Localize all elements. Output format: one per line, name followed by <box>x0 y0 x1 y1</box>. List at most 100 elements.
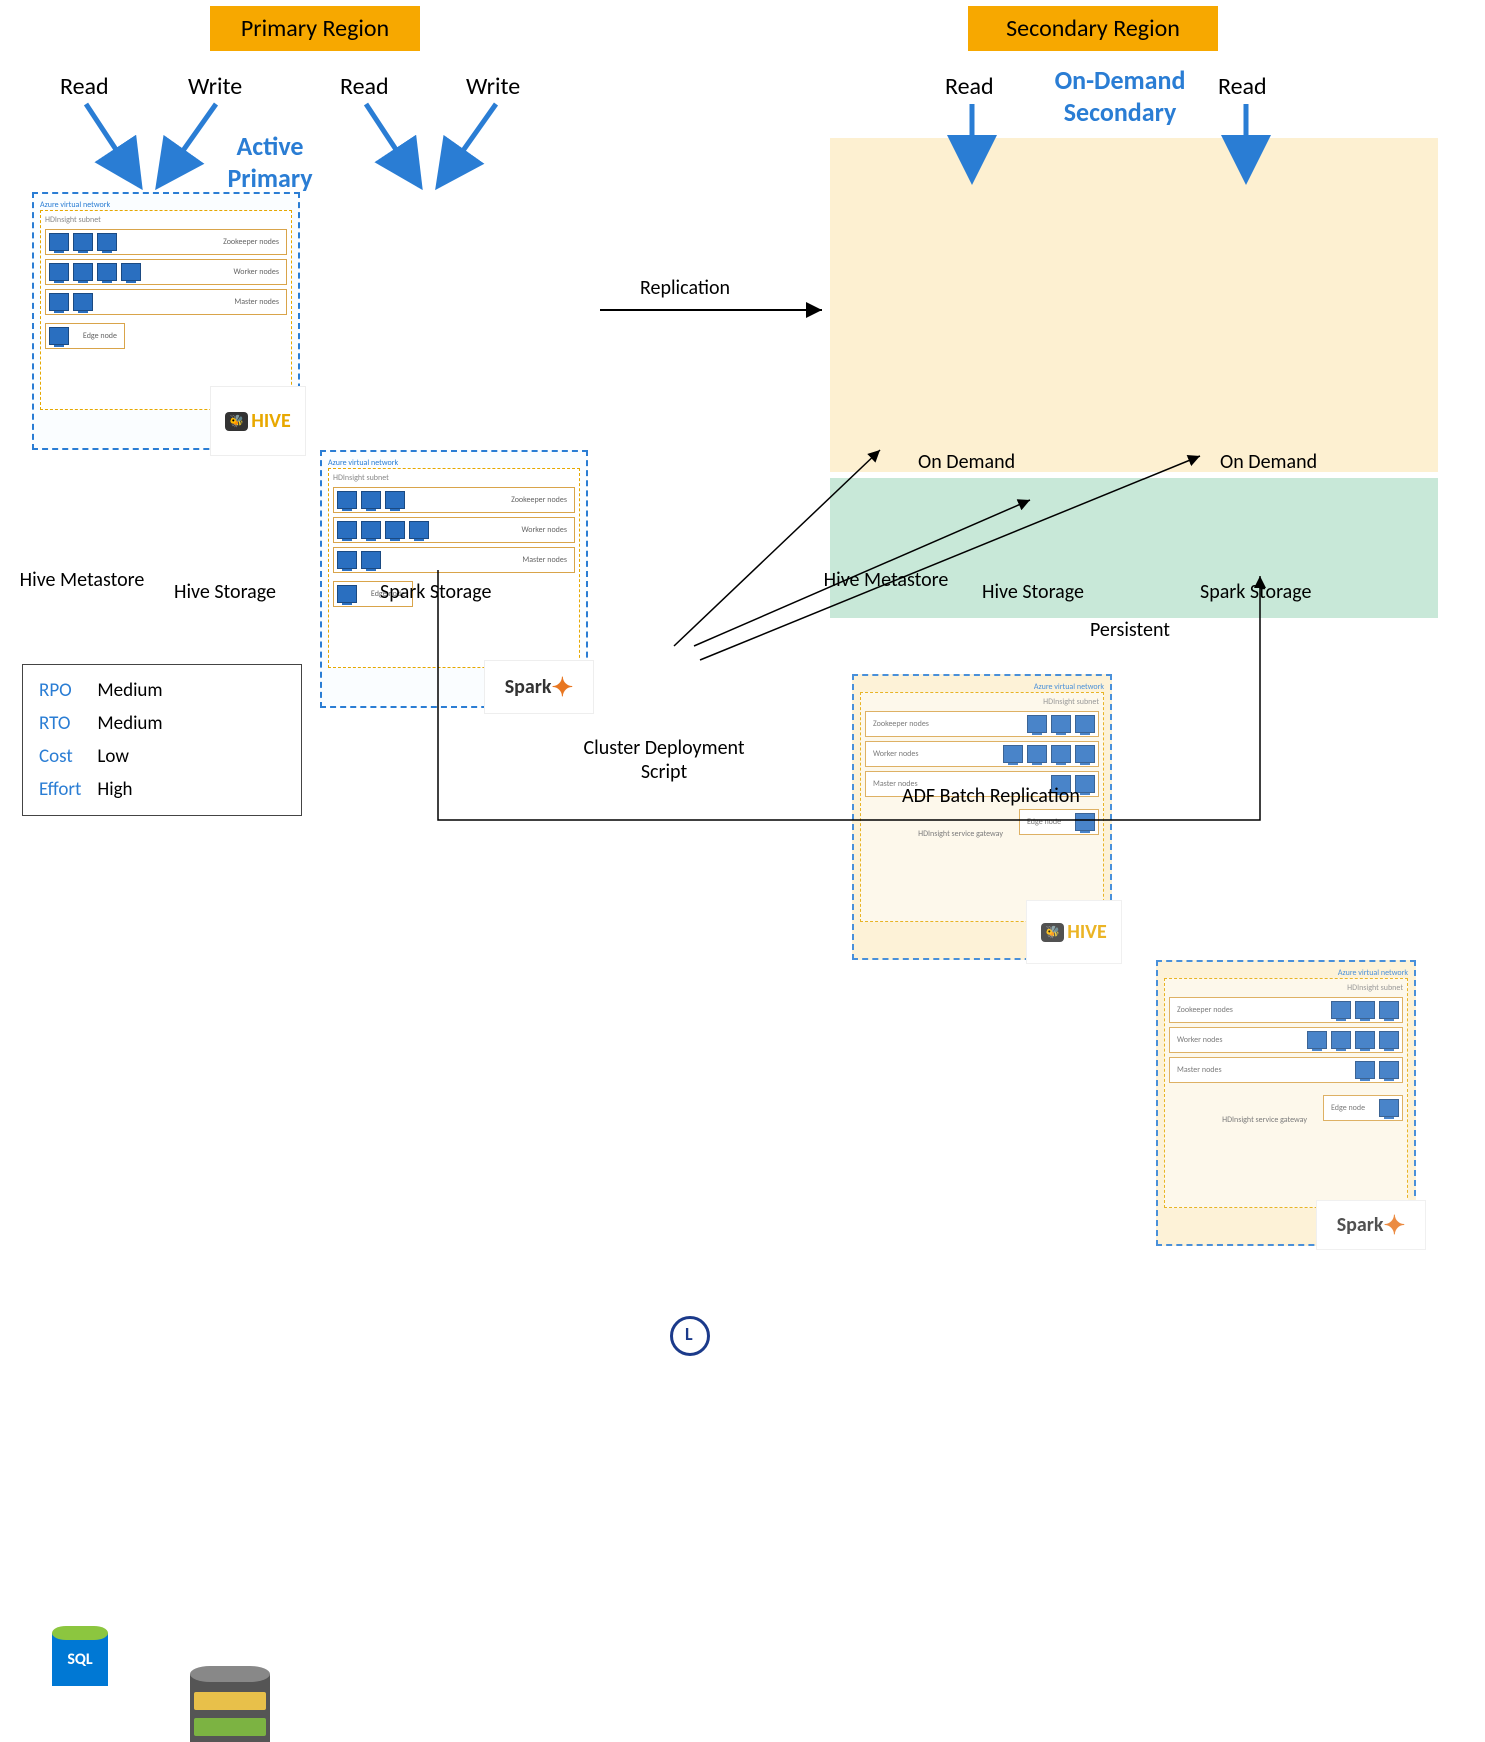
primary-region-header: Primary Region <box>210 6 420 51</box>
zookeeper-row: Zookeeper nodes <box>333 487 575 513</box>
vm-icon <box>1075 745 1095 763</box>
vm-icon <box>1379 1031 1399 1049</box>
vm-icon <box>385 521 405 539</box>
vm-icon <box>1379 1061 1399 1079</box>
read-label-1: Read <box>60 72 109 101</box>
cost-val: Low <box>97 741 176 772</box>
vnet-label: Azure virtual network <box>860 682 1104 692</box>
master-label: Master nodes <box>234 297 283 307</box>
vm-icon <box>337 551 357 569</box>
spark-star-icon: ✦ <box>1383 1209 1405 1241</box>
edge-label: Edge node <box>1027 817 1065 827</box>
active-line1: Active <box>236 130 303 162</box>
vm-icon <box>361 491 381 509</box>
ods-line2: Secondary <box>1064 96 1177 128</box>
secondary-region-header: Secondary Region <box>968 6 1218 51</box>
vm-icon <box>1379 1001 1399 1019</box>
vm-icon <box>1379 1099 1399 1117</box>
spark-star-icon: ✦ <box>551 671 573 703</box>
clock-icon: L <box>670 1316 710 1356</box>
primary-hive-cluster: Azure virtual network HDInsight subnet Z… <box>32 192 300 450</box>
vm-icon <box>361 551 381 569</box>
spark-text: Spark <box>1337 1213 1384 1237</box>
vm-icon <box>1331 1001 1351 1019</box>
hive-logo: 🐝 HIVE <box>210 386 306 456</box>
zookeeper-row: Zookeeper nodes <box>1169 997 1403 1023</box>
master-label: Master nodes <box>522 555 571 565</box>
vnet-label: Azure virtual network <box>40 200 292 210</box>
edge-label: Edge node <box>1331 1103 1369 1113</box>
vm-icon <box>1355 1061 1375 1079</box>
effort-val: High <box>97 774 176 805</box>
metrics-table: RPOMedium RTOMedium CostLow EffortHigh <box>22 664 302 816</box>
gateway-label: HDInsight service gateway <box>918 829 1007 839</box>
vm-icon <box>97 233 117 251</box>
vnet-label: Azure virtual network <box>1164 968 1408 978</box>
worker-label: Worker nodes <box>522 525 571 535</box>
ondemand-label-2: On Demand <box>1220 450 1317 474</box>
vm-icon <box>1355 1031 1375 1049</box>
worker-row: Worker nodes <box>333 517 575 543</box>
hive-metastore-label-1: Hive Metastore <box>12 568 152 592</box>
worker-row: Worker nodes <box>1169 1027 1403 1053</box>
spark-storage-label-2: Spark Storage <box>1200 580 1311 604</box>
vm-icon <box>49 233 69 251</box>
cost-key: Cost <box>39 741 95 772</box>
replication-label: Replication <box>640 276 730 300</box>
read-label-3: Read <box>945 72 994 101</box>
effort-key: Effort <box>39 774 95 805</box>
vm-icon <box>361 521 381 539</box>
script-line2: Script <box>641 760 687 784</box>
zookeeper-label: Zookeeper nodes <box>223 237 283 247</box>
vm-icon <box>385 491 405 509</box>
ondemand-bg <box>830 138 1438 472</box>
vm-icon <box>73 293 93 311</box>
write-label-1: Write <box>188 72 242 101</box>
worker-label: Worker nodes <box>234 267 283 277</box>
worker-row: Worker nodes <box>865 741 1099 767</box>
worker-row: Worker nodes <box>45 259 287 285</box>
vm-icon <box>1003 745 1023 763</box>
vm-icon <box>121 263 141 281</box>
sql-body: SQL <box>52 1633 108 1686</box>
edge-row: Edge node <box>1019 809 1099 835</box>
worker-label: Worker nodes <box>1177 1035 1226 1045</box>
vm-icon <box>1075 715 1095 733</box>
master-label: Master nodes <box>1177 1065 1226 1075</box>
gateway-label: HDInsight service gateway <box>1222 1115 1311 1125</box>
vm-icon <box>73 233 93 251</box>
adf-label: ADF Batch Replication <box>902 784 1080 808</box>
worker-label: Worker nodes <box>873 749 922 759</box>
secondary-spark-cluster: Azure virtual network HDInsight subnet Z… <box>1156 960 1416 1246</box>
vm-icon <box>1075 813 1095 831</box>
zookeeper-label: Zookeeper nodes <box>1177 1005 1237 1015</box>
spark-logo: Spark✦ <box>484 660 594 714</box>
zookeeper-label: Zookeeper nodes <box>511 495 571 505</box>
vm-icon <box>337 521 357 539</box>
subnet-label: HDInsight subnet <box>333 473 575 483</box>
spark-logo: Spark✦ <box>1316 1200 1426 1250</box>
edge-label: Edge node <box>83 331 121 341</box>
active-line2: Primary <box>227 162 312 194</box>
vm-icon <box>49 263 69 281</box>
vm-icon <box>1051 715 1071 733</box>
vm-icon <box>1051 745 1071 763</box>
edge-row: Edge node <box>45 323 125 349</box>
hive-storage-label-1: Hive Storage <box>174 580 276 604</box>
vm-icon <box>49 293 69 311</box>
primary-spark-cluster: Azure virtual network HDInsight subnet Z… <box>320 450 588 708</box>
script-line1: Cluster Deployment <box>583 736 744 760</box>
zookeeper-label: Zookeeper nodes <box>873 719 933 729</box>
subnet-label: HDInsight subnet <box>1169 983 1403 993</box>
hive-logo: 🐝 HIVE <box>1026 900 1122 964</box>
rto-val: Medium <box>97 708 176 739</box>
ondemand-secondary-label: On-Demand Secondary <box>1035 64 1205 128</box>
persistent-bg <box>830 478 1438 618</box>
spark-text: Spark <box>505 675 552 699</box>
vm-icon <box>73 263 93 281</box>
rpo-key: RPO <box>39 675 95 706</box>
vm-icon <box>49 327 69 345</box>
clock-letter: L <box>685 1323 693 1345</box>
zookeeper-row: Zookeeper nodes <box>865 711 1099 737</box>
active-primary-label: Active Primary <box>210 130 330 194</box>
